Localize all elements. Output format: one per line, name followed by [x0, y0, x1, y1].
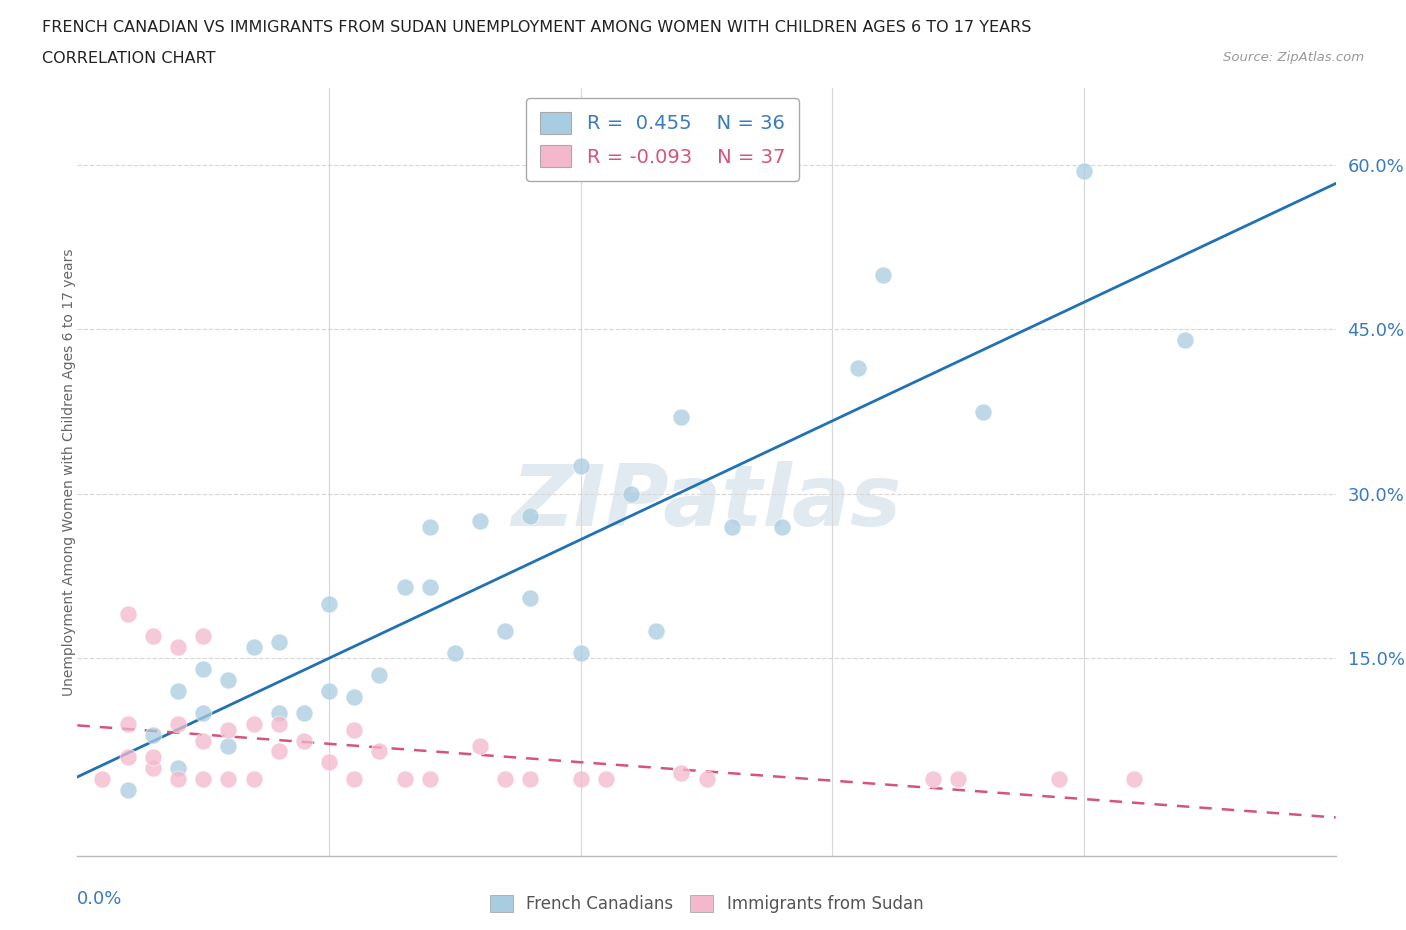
Point [167, 640, 190, 655]
Legend: French Canadians, Immigrants from Sudan: French Canadians, Immigrants from Sudan [484, 889, 929, 920]
Point [142, 750, 165, 764]
Text: ZIPatlas: ZIPatlas [512, 461, 901, 544]
Point [468, 738, 491, 753]
Point [217, 672, 239, 687]
Point [595, 772, 617, 787]
Point [142, 727, 165, 742]
Y-axis label: Unemployment Among Women with Children Ages 6 to 17 years: Unemployment Among Women with Children A… [62, 248, 76, 696]
Point [419, 772, 441, 787]
Point [519, 591, 541, 605]
Point [267, 744, 290, 759]
Point [846, 361, 869, 376]
Point [217, 772, 239, 787]
Point [368, 744, 391, 759]
Point [167, 761, 190, 776]
Point [569, 772, 592, 787]
Point [519, 772, 541, 787]
Point [117, 607, 139, 622]
Point [191, 706, 215, 721]
Point [267, 706, 290, 721]
Point [318, 596, 340, 611]
Point [394, 579, 416, 594]
Point [343, 689, 366, 704]
Point [696, 772, 718, 787]
Point [191, 772, 215, 787]
Point [117, 782, 139, 797]
Point [720, 519, 742, 534]
Point [242, 772, 264, 787]
Point [191, 662, 215, 677]
Point [292, 706, 315, 721]
Point [242, 717, 264, 732]
Point [620, 486, 643, 501]
Point [267, 717, 290, 732]
Point [494, 623, 516, 638]
Point [419, 519, 441, 534]
Point [318, 755, 340, 770]
Point [343, 722, 366, 737]
Point [948, 772, 970, 787]
Point [91, 772, 114, 787]
Point [569, 645, 592, 660]
Point [1123, 772, 1146, 787]
Point [444, 645, 467, 660]
Text: FRENCH CANADIAN VS IMMIGRANTS FROM SUDAN UNEMPLOYMENT AMONG WOMEN WITH CHILDREN : FRENCH CANADIAN VS IMMIGRANTS FROM SUDAN… [42, 20, 1032, 35]
Point [292, 733, 315, 748]
Point [645, 623, 668, 638]
Point [167, 684, 190, 698]
Point [368, 668, 391, 683]
Point [569, 459, 592, 474]
Point [494, 772, 516, 787]
Point [318, 684, 340, 698]
Point [419, 579, 441, 594]
Point [142, 629, 165, 644]
Point [770, 519, 793, 534]
Point [1174, 333, 1197, 348]
Point [217, 722, 239, 737]
Point [394, 772, 416, 787]
Point [117, 750, 139, 764]
Point [267, 634, 290, 649]
Text: Source: ZipAtlas.com: Source: ZipAtlas.com [1223, 51, 1364, 64]
Text: CORRELATION CHART: CORRELATION CHART [42, 51, 215, 66]
Point [519, 509, 541, 524]
Point [167, 717, 190, 732]
Point [872, 267, 894, 282]
Point [191, 733, 215, 748]
Point [343, 772, 366, 787]
Point [922, 772, 945, 787]
Point [242, 640, 264, 655]
Point [217, 738, 239, 753]
Point [191, 629, 215, 644]
Point [468, 514, 491, 529]
Point [142, 761, 165, 776]
Point [117, 717, 139, 732]
Point [167, 772, 190, 787]
Point [671, 766, 693, 781]
Point [1073, 163, 1095, 178]
Point [972, 405, 994, 419]
Point [1047, 772, 1070, 787]
Point [671, 410, 693, 425]
Text: 0.0%: 0.0% [77, 890, 122, 908]
